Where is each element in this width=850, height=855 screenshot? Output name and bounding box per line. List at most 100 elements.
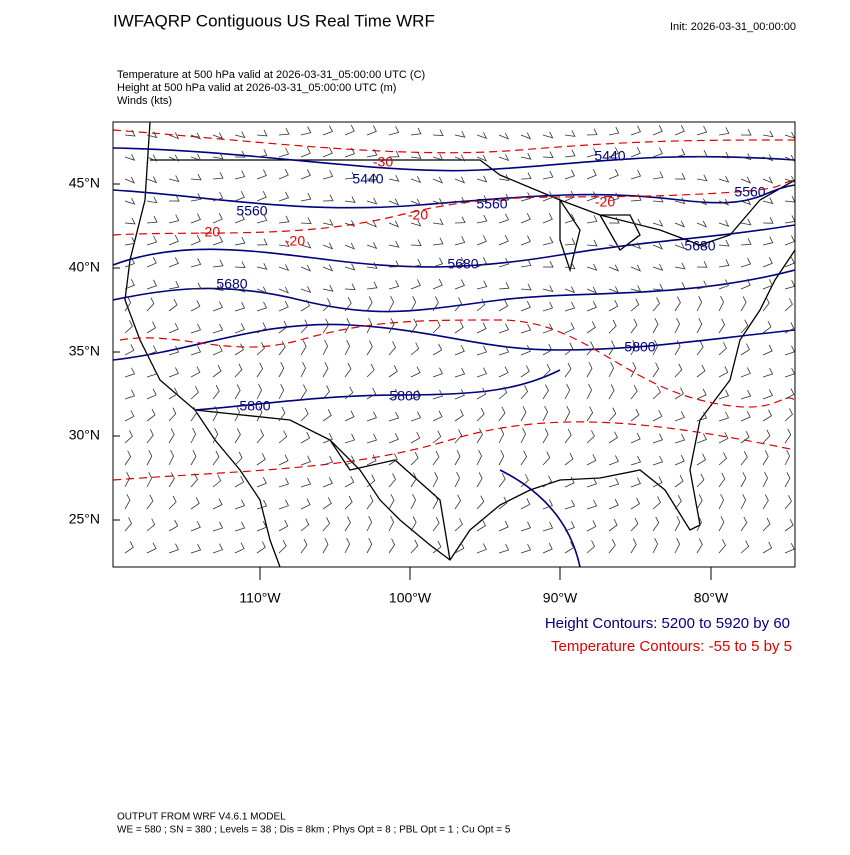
wind-barb (366, 340, 373, 356)
wind-barb (674, 197, 686, 205)
wind-barb (454, 367, 466, 378)
wind-barb (740, 493, 747, 510)
wind-barb (432, 296, 439, 312)
wind-barb (234, 285, 246, 293)
wind-barb (344, 339, 351, 356)
wind-barb (520, 450, 528, 466)
wind-barb (278, 147, 290, 158)
wind-barb (674, 220, 686, 228)
wind-barb (718, 342, 727, 356)
wind-barb (542, 151, 554, 158)
wind-barb (366, 148, 378, 158)
wind-barb (300, 126, 312, 136)
wind-barb (520, 345, 531, 356)
wind-barb (278, 362, 285, 378)
wind-barb (542, 285, 554, 293)
wind-barb (278, 383, 285, 400)
wind-barb (278, 499, 290, 510)
wind-barb (190, 132, 202, 140)
wind-barb (674, 282, 686, 290)
wind-barb (674, 387, 684, 400)
wind-barb (564, 322, 575, 334)
wind-barb (410, 411, 422, 422)
wind-barb (410, 342, 420, 356)
height-contour-label: 5800 (389, 388, 420, 404)
wind-barb (344, 283, 356, 290)
wind-barb (476, 154, 488, 162)
field-line: Temperature at 500 hPa valid at 2026-03-… (117, 69, 425, 81)
wind-barb (190, 213, 201, 224)
wind-barb (256, 477, 267, 488)
field-line: Height at 500 hPa valid at 2026-03-31_05… (117, 82, 396, 94)
wind-barb (542, 363, 551, 378)
wind-barb (630, 169, 642, 180)
wind-barb (784, 256, 795, 268)
wind-barb (740, 278, 751, 290)
wind-barb (498, 154, 510, 162)
wind-barb (256, 541, 266, 554)
wind-barb (564, 149, 576, 158)
wind-barb (146, 176, 158, 184)
wind-barb (608, 241, 620, 249)
wind-barb (652, 242, 664, 250)
wind-barb (542, 405, 548, 422)
wind-barb (300, 407, 309, 422)
wind-barb (366, 454, 377, 466)
wind-barb (718, 432, 729, 444)
wind-barb (190, 366, 201, 378)
wind-barb (146, 321, 157, 334)
wind-barb (168, 449, 174, 466)
wind-barb (586, 215, 598, 224)
wind-barb (256, 521, 267, 532)
wind-barb (696, 515, 702, 532)
wind-barb (388, 198, 400, 206)
wind-barb (674, 148, 686, 158)
wind-barb (212, 323, 224, 334)
wind-barb (234, 170, 246, 180)
wind-barb (740, 296, 747, 312)
wind-barb (168, 543, 179, 554)
wind-barb (586, 406, 594, 422)
wind-barb (586, 191, 597, 202)
wind-barb (630, 146, 641, 158)
wind-barb (630, 517, 639, 532)
wind-barb (542, 542, 553, 554)
wind-barb (740, 238, 752, 246)
wind-barb (212, 427, 219, 444)
wind-barb (300, 299, 310, 312)
wind-barb (454, 131, 466, 138)
wind-barb (740, 451, 748, 466)
wind-barb (432, 410, 443, 422)
wind-barb (432, 153, 444, 161)
wind-barb (432, 257, 444, 268)
wind-barb (234, 323, 245, 334)
wind-barb (476, 407, 485, 422)
wind-barb (322, 219, 334, 226)
wind-barb (586, 520, 597, 532)
wind-barb (300, 319, 309, 334)
wind-barb (322, 538, 329, 554)
wind-barb (146, 518, 156, 532)
wind-barb (564, 301, 576, 312)
wind-barb (190, 300, 201, 312)
wind-barb (432, 343, 443, 356)
wind-barb (762, 344, 773, 356)
wind-barb (454, 345, 465, 356)
wind-barb (784, 408, 793, 422)
wind-barb (278, 128, 290, 136)
wind-barb (168, 367, 179, 378)
wind-barb (212, 521, 224, 532)
wind-barb (784, 449, 791, 466)
lon-label: 110°W (239, 590, 281, 606)
wind-barb (586, 540, 595, 554)
wind-barb (432, 540, 442, 554)
wind-barb (520, 259, 532, 268)
wind-barb (256, 149, 268, 158)
wind-barb (410, 318, 418, 334)
footer-line: OUTPUT FROM WRF V4.6.1 MODEL (117, 812, 286, 823)
wind-barb (674, 537, 681, 554)
wind-barb (322, 477, 333, 488)
wind-barb (344, 220, 356, 228)
wind-barb (168, 194, 180, 202)
